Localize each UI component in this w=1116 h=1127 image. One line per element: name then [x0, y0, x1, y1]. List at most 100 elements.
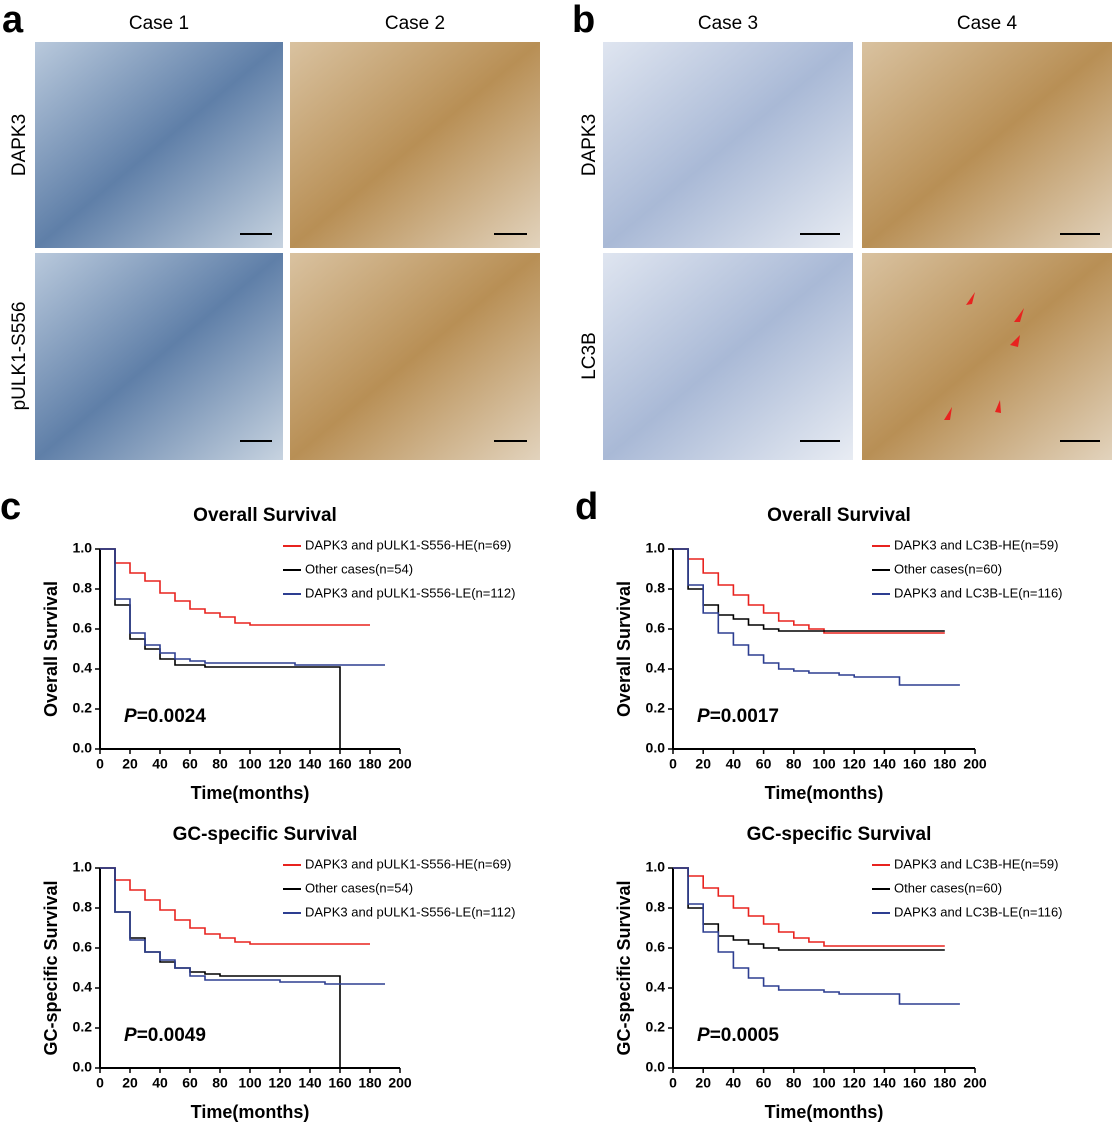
x-tick-label: 80: [212, 756, 228, 772]
y-tick-label: 0.0: [646, 740, 666, 756]
y-tick-label: 0.8: [73, 899, 93, 915]
x-tick-label: 60: [182, 756, 198, 772]
y-tick-label: 0.6: [73, 939, 93, 955]
column-header: Case 2: [385, 13, 445, 34]
survival-curve: [100, 548, 370, 626]
y-tick-label: 0.4: [73, 979, 93, 995]
x-tick-label: 180: [358, 1075, 382, 1091]
p-value: P=0.0024: [124, 706, 206, 727]
chart-title: GC-specific Survival: [173, 824, 358, 845]
x-tick-label: 40: [726, 1075, 742, 1091]
y-tick-label: 0.8: [646, 899, 666, 915]
chart-title: GC-specific Survival: [747, 824, 932, 845]
y-tick-label: 0.8: [646, 580, 666, 596]
micrograph: [35, 253, 283, 460]
p-value: P=0.0017: [697, 706, 779, 727]
survival-curve: [673, 548, 945, 632]
y-axis-label: Overall Survival: [41, 581, 61, 717]
legend-label: DAPK3 and pULK1-S556-HE(n=69): [305, 537, 511, 552]
y-tick-label: 0.2: [646, 1019, 666, 1035]
x-tick-label: 100: [812, 756, 836, 772]
p-symbol: P: [697, 706, 710, 727]
x-axis-label: Time(months): [765, 1102, 884, 1122]
survival-curve: [100, 548, 385, 666]
y-axis-label: Overall Survival: [614, 581, 634, 717]
y-tick-label: 1.0: [646, 540, 666, 556]
x-tick-label: 180: [933, 756, 957, 772]
legend-label: DAPK3 and LC3B-LE(n=116): [894, 585, 1063, 600]
p-value: P=0.0049: [124, 1025, 206, 1046]
y-tick-label: 0.2: [73, 700, 93, 716]
panel-label: d: [575, 486, 598, 528]
y-axis-label: GC-specific Survival: [41, 880, 61, 1055]
legend-label: DAPK3 and LC3B-HE(n=59): [894, 537, 1058, 552]
x-tick-label: 0: [669, 756, 677, 772]
survival-curve: [673, 548, 960, 686]
x-tick-label: 0: [96, 1075, 104, 1091]
column-header: Case 1: [129, 13, 189, 34]
p-value: P=0.0005: [697, 1025, 779, 1046]
p-number: =0.0017: [710, 706, 779, 727]
x-tick-label: 20: [122, 756, 138, 772]
x-tick-label: 60: [182, 1075, 198, 1091]
x-tick-label: 160: [903, 756, 927, 772]
survival-curve: [673, 867, 945, 951]
survival-curve: [673, 867, 960, 1005]
x-tick-label: 40: [726, 756, 742, 772]
x-tick-label: 140: [298, 1075, 322, 1091]
y-tick-label: 0.4: [646, 979, 666, 995]
micrograph: [290, 42, 540, 248]
y-tick-label: 0.8: [73, 580, 93, 596]
survival-curve: [100, 867, 370, 945]
y-tick-label: 0.0: [646, 1059, 666, 1075]
survival-curve: [100, 867, 341, 1068]
survival-curve: [673, 867, 945, 947]
legend-label: Other cases(n=54): [305, 561, 413, 576]
x-tick-label: 180: [933, 1075, 957, 1091]
x-tick-label: 200: [963, 1075, 987, 1091]
chart-title: Overall Survival: [193, 505, 337, 526]
x-tick-label: 80: [786, 756, 802, 772]
survival-curve: [100, 867, 385, 985]
x-tick-label: 120: [268, 756, 292, 772]
x-tick-label: 40: [152, 1075, 168, 1091]
legend-label: DAPK3 and LC3B-LE(n=116): [894, 904, 1063, 919]
x-tick-label: 160: [328, 1075, 352, 1091]
survival-curve: [673, 548, 945, 634]
row-header: DAPK3: [9, 114, 30, 176]
y-tick-label: 0.0: [73, 1059, 93, 1075]
x-tick-label: 100: [238, 756, 262, 772]
x-tick-label: 0: [669, 1075, 677, 1091]
micrograph: [862, 253, 1112, 460]
x-tick-label: 140: [298, 756, 322, 772]
micrograph: [862, 42, 1112, 248]
legend-label: DAPK3 and pULK1-S556-HE(n=69): [305, 856, 511, 871]
p-symbol: P: [697, 1025, 710, 1046]
panel-label: a: [2, 0, 24, 41]
p-symbol: P: [124, 706, 137, 727]
scale-bars: [240, 233, 527, 442]
y-tick-label: 0.0: [73, 740, 93, 756]
y-tick-label: 1.0: [73, 540, 93, 556]
x-tick-label: 40: [152, 756, 168, 772]
y-tick-label: 0.4: [646, 660, 666, 676]
y-tick-label: 0.4: [73, 660, 93, 676]
x-tick-label: 140: [873, 756, 897, 772]
p-number: =0.0049: [137, 1025, 206, 1046]
y-tick-label: 0.2: [73, 1019, 93, 1035]
y-tick-label: 0.2: [646, 700, 666, 716]
x-axis-label: Time(months): [191, 1102, 310, 1122]
x-tick-label: 0: [96, 756, 104, 772]
x-tick-label: 120: [268, 1075, 292, 1091]
y-tick-label: 1.0: [73, 859, 93, 875]
row-header: pULK1-S556: [9, 302, 30, 411]
x-tick-label: 160: [328, 756, 352, 772]
micrograph: [290, 253, 540, 460]
y-tick-label: 0.6: [646, 939, 666, 955]
x-tick-label: 200: [388, 756, 412, 772]
panel-label: b: [572, 0, 595, 41]
x-tick-label: 200: [963, 756, 987, 772]
x-tick-label: 100: [812, 1075, 836, 1091]
x-tick-label: 180: [358, 756, 382, 772]
